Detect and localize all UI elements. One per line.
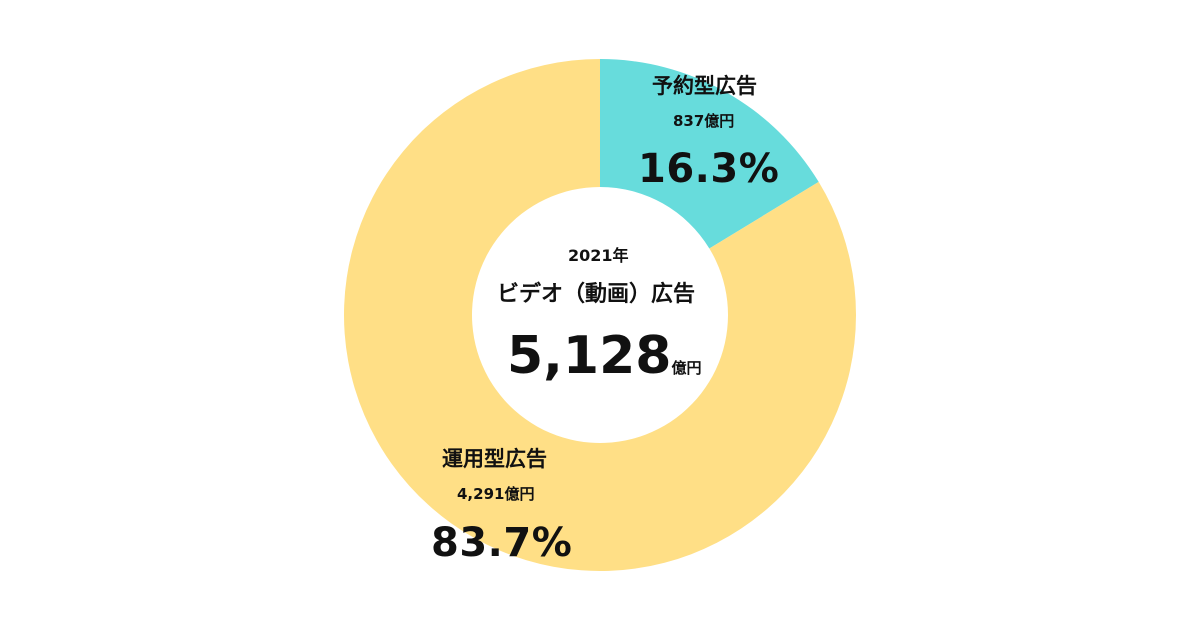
center-year: 2021年 [568, 246, 629, 265]
slice-label-programmatic-name: 運用型広告 [442, 447, 547, 471]
slice-label-programmatic-percent: 83.7% [431, 520, 573, 566]
center-total-group: 5,128億円 [507, 330, 702, 382]
slice-label-reserved-amount: 837億円 [673, 112, 735, 130]
slice-label-reserved-percent: 16.3% [638, 146, 780, 192]
center-total-value: 5,128 [507, 326, 672, 386]
slice-label-programmatic-amount: 4,291億円 [457, 485, 535, 503]
center-title: ビデオ（動画）広告 [497, 282, 696, 307]
center-total-unit: 億円 [671, 359, 702, 377]
donut-slice-1 [343, 59, 857, 571]
donut-slices [343, 59, 857, 571]
donut-slice-0 [600, 59, 819, 249]
slice-label-reserved-name: 予約型広告 [652, 74, 757, 98]
